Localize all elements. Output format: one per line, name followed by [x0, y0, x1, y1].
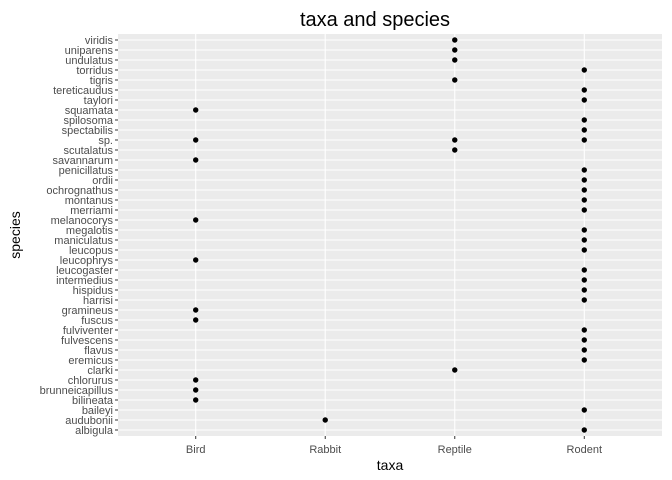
- data-point: [452, 47, 458, 53]
- y-tick-label: leucophrys: [60, 255, 114, 267]
- y-tick-label: baileyi: [82, 405, 113, 417]
- y-tick-label: hispidus: [73, 285, 114, 297]
- y-tick-label: eremicus: [68, 355, 113, 367]
- y-tick-label: intermedius: [56, 275, 113, 287]
- y-axis-title: species: [7, 211, 23, 258]
- y-tick-label: albigula: [75, 425, 114, 437]
- data-point: [581, 267, 587, 273]
- y-tick-label: tigris: [90, 75, 114, 87]
- y-tick-label: taylori: [84, 95, 113, 107]
- data-point: [581, 137, 587, 143]
- y-tick-label: clarki: [87, 365, 113, 377]
- y-tick-label: chlorurus: [68, 375, 114, 387]
- y-tick-label: bilineata: [72, 395, 114, 407]
- y-tick-label: ordii: [92, 175, 113, 187]
- data-point: [581, 297, 587, 303]
- data-point: [581, 177, 587, 183]
- data-point: [581, 347, 587, 353]
- y-tick-label: megalotis: [66, 225, 114, 237]
- y-tick-label: montanus: [65, 195, 114, 207]
- data-point: [581, 127, 587, 133]
- data-point: [193, 397, 199, 403]
- data-point: [193, 257, 199, 263]
- y-tick-label: fulviventer: [63, 325, 113, 337]
- y-tick-label: scutalatus: [63, 145, 113, 157]
- data-point: [581, 237, 587, 243]
- y-tick-label: undulatus: [65, 55, 113, 67]
- data-point: [581, 117, 587, 123]
- data-point: [193, 157, 199, 163]
- data-point: [581, 327, 587, 333]
- chart-title: taxa and species: [300, 9, 450, 31]
- data-points: [193, 37, 587, 433]
- x-tick-label: Bird: [186, 444, 206, 456]
- y-axis: albigulaauduboniibaileyibilineatabrunnei…: [40, 35, 118, 437]
- data-point: [193, 217, 199, 223]
- data-point: [452, 367, 458, 373]
- data-point: [581, 87, 587, 93]
- data-point: [452, 147, 458, 153]
- y-tick-label: torridus: [76, 65, 113, 77]
- y-tick-label: penicillatus: [59, 165, 114, 177]
- data-point: [581, 207, 587, 213]
- y-tick-label: squamata: [65, 105, 114, 117]
- y-tick-label: fulvescens: [61, 335, 113, 347]
- gridlines: [118, 34, 662, 436]
- data-point: [452, 77, 458, 83]
- y-tick-label: gramineus: [62, 305, 114, 317]
- y-tick-label: tereticaudus: [53, 85, 113, 97]
- y-tick-label: ochrognathus: [46, 185, 113, 197]
- y-tick-label: flavus: [84, 345, 113, 357]
- x-axis-title: taxa: [377, 457, 404, 473]
- x-tick-label: Reptile: [438, 444, 472, 456]
- data-point: [581, 277, 587, 283]
- data-point: [581, 187, 587, 193]
- y-tick-label: leucopus: [69, 245, 114, 257]
- y-tick-label: fuscus: [81, 315, 113, 327]
- data-point: [581, 197, 587, 203]
- data-point: [452, 37, 458, 43]
- y-tick-label: uniparens: [65, 45, 114, 57]
- data-point: [581, 247, 587, 253]
- y-tick-label: harrisi: [83, 295, 113, 307]
- y-tick-label: melanocorys: [51, 215, 114, 227]
- y-tick-label: spilosoma: [63, 115, 113, 127]
- data-point: [581, 97, 587, 103]
- data-point: [452, 137, 458, 143]
- y-tick-label: brunneicapillus: [40, 385, 114, 397]
- x-axis: Bird Rabbit Reptile Rodent: [186, 436, 602, 456]
- y-tick-label: savannarum: [52, 155, 113, 167]
- data-point: [193, 107, 199, 113]
- data-point: [581, 227, 587, 233]
- data-point: [193, 377, 199, 383]
- data-point: [581, 67, 587, 73]
- data-point: [581, 167, 587, 173]
- data-point: [581, 357, 587, 363]
- x-tick-label: Rodent: [567, 444, 602, 456]
- data-point: [581, 427, 587, 433]
- y-tick-label: audubonii: [65, 415, 113, 427]
- y-tick-label: merriami: [70, 205, 113, 217]
- plot-panel: [118, 34, 662, 436]
- data-point: [193, 137, 199, 143]
- y-tick-label: viridis: [85, 35, 114, 47]
- y-tick-label: maniculatus: [54, 235, 113, 247]
- data-point: [452, 57, 458, 63]
- data-point: [193, 317, 199, 323]
- data-point: [322, 417, 328, 423]
- data-point: [193, 307, 199, 313]
- data-point: [581, 287, 587, 293]
- data-point: [193, 387, 199, 393]
- x-tick-label: Rabbit: [309, 444, 341, 456]
- y-tick-label: sp.: [98, 135, 113, 147]
- y-tick-label: leucogaster: [56, 265, 113, 277]
- data-point: [581, 407, 587, 413]
- data-point: [581, 337, 587, 343]
- y-tick-label: spectabilis: [62, 125, 114, 137]
